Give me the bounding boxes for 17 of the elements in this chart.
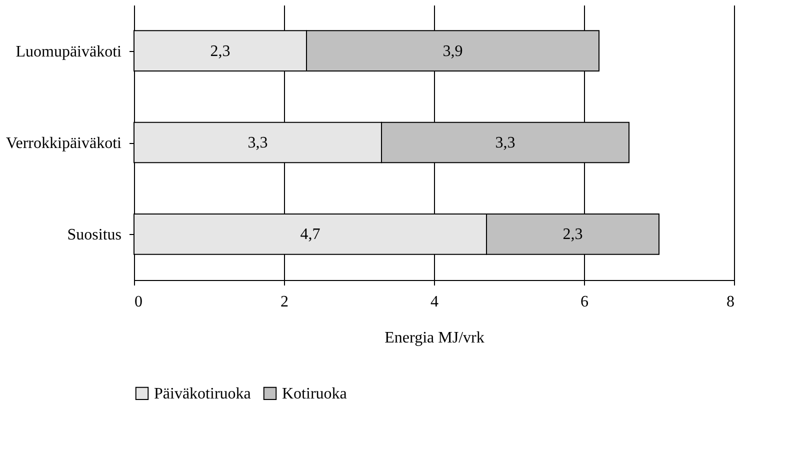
x-tick-label: 4 [430, 294, 438, 310]
data-label: 3,9 [442, 42, 463, 60]
legend-label: Kotiruoka [282, 385, 347, 402]
data-label: 3,3 [495, 134, 516, 152]
data-label: 2,3 [562, 226, 583, 244]
data-label: 3,3 [248, 134, 268, 152]
y-tick-label: Verrokkipäiväkoti [6, 135, 122, 152]
x-axis-title: Energia MJ/vrk [384, 330, 484, 346]
x-tick-label: 8 [726, 294, 734, 310]
data-label: 4,7 [300, 226, 320, 244]
x-tick-label: 2 [280, 294, 288, 310]
y-tick-label: Suositus [67, 226, 122, 244]
legend-label: Päiväkotiruoka [154, 385, 251, 402]
x-tick-label: 6 [580, 294, 588, 310]
y-tick-label: Luomupäiväkoti [16, 43, 122, 60]
data-label: 2,3 [210, 42, 230, 60]
x-tick-label: 0 [134, 294, 142, 310]
